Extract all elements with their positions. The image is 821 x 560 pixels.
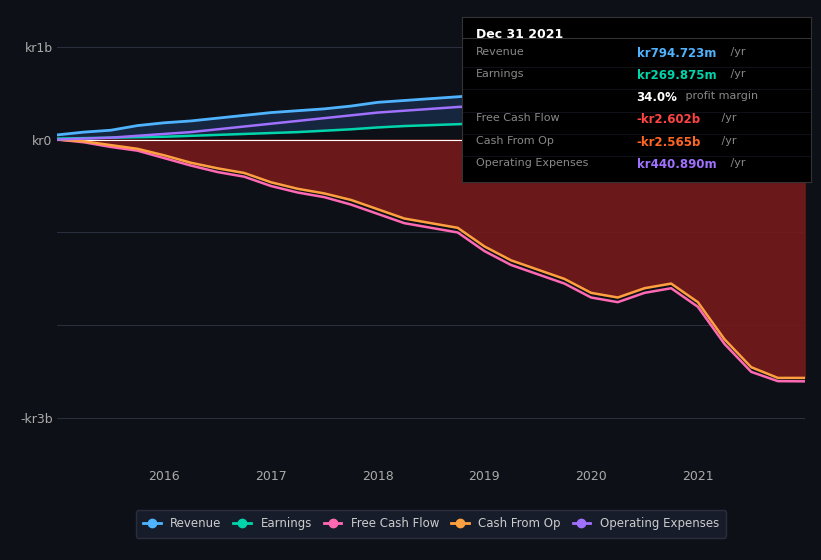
Text: 34.0%: 34.0% [637, 91, 677, 104]
Text: /yr: /yr [727, 46, 746, 57]
Text: Dec 31 2021: Dec 31 2021 [476, 29, 563, 41]
Text: Revenue: Revenue [476, 46, 525, 57]
Text: /yr: /yr [727, 69, 746, 79]
Text: -kr2.602b: -kr2.602b [637, 114, 701, 127]
Text: /yr: /yr [727, 158, 746, 168]
Text: kr794.723m: kr794.723m [637, 46, 716, 59]
Text: Operating Expenses: Operating Expenses [476, 158, 589, 168]
Text: Free Cash Flow: Free Cash Flow [476, 114, 560, 123]
Text: /yr: /yr [718, 114, 736, 123]
Text: -kr2.565b: -kr2.565b [637, 136, 701, 149]
Text: profit margin: profit margin [682, 91, 758, 101]
Text: Earnings: Earnings [476, 69, 525, 79]
Text: /yr: /yr [718, 136, 736, 146]
Text: kr269.875m: kr269.875m [637, 69, 716, 82]
Text: kr440.890m: kr440.890m [637, 158, 716, 171]
Text: Cash From Op: Cash From Op [476, 136, 554, 146]
Legend: Revenue, Earnings, Free Cash Flow, Cash From Op, Operating Expenses: Revenue, Earnings, Free Cash Flow, Cash … [136, 510, 726, 538]
